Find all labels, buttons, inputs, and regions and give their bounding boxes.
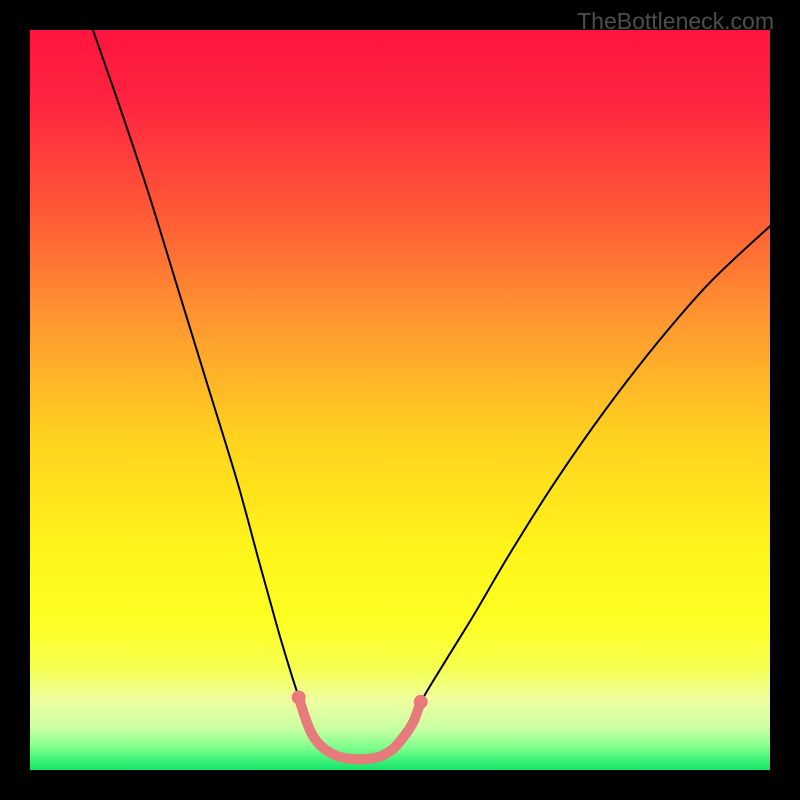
bottleneck-curve xyxy=(93,30,770,759)
watermark-text: TheBottleneck.com xyxy=(577,8,774,35)
outer-frame: TheBottleneck.com xyxy=(0,0,800,800)
trough-dot-right xyxy=(414,695,428,709)
plot-area xyxy=(30,30,770,770)
chart-svg xyxy=(30,30,770,770)
trough-highlight xyxy=(299,697,421,759)
trough-dot-left xyxy=(292,690,306,704)
